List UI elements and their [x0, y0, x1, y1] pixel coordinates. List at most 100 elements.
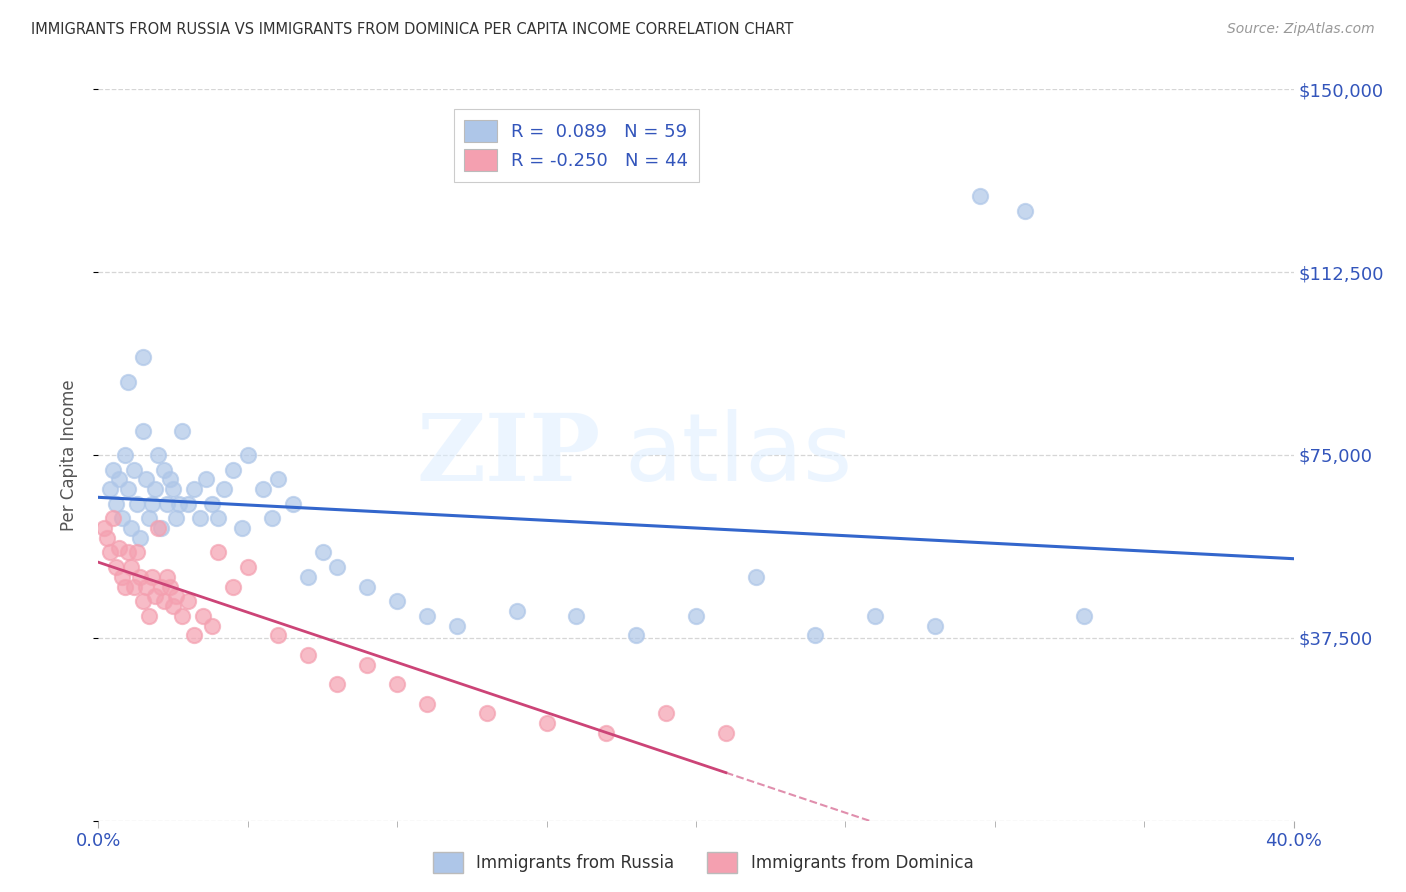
Point [162, 482, 184, 496]
Point [924, 618, 946, 632]
Point [141, 570, 163, 584]
Point [356, 657, 378, 672]
Point [191, 608, 214, 623]
Point [685, 608, 707, 623]
Point [141, 497, 163, 511]
Y-axis label: Per Capita Income: Per Capita Income [59, 379, 77, 531]
Point [162, 599, 184, 613]
Point [252, 482, 274, 496]
Point [311, 545, 333, 559]
Point [105, 497, 128, 511]
Point [135, 580, 157, 594]
Point [183, 482, 205, 496]
Point [172, 424, 194, 438]
Point [714, 726, 737, 740]
Point [201, 618, 224, 632]
Point [172, 608, 194, 623]
Point [103, 511, 125, 525]
Point [1014, 204, 1036, 219]
Point [385, 677, 409, 691]
Point [475, 706, 498, 721]
Point [165, 511, 187, 525]
Point [156, 570, 179, 584]
Point [93, 521, 115, 535]
Point [536, 716, 558, 731]
Point [281, 497, 304, 511]
Legend: R =  0.089   N = 59, R = -0.250   N = 44: R = 0.089 N = 59, R = -0.250 N = 44 [454, 109, 699, 182]
Point [148, 448, 170, 462]
Point [153, 462, 176, 476]
Point [626, 628, 648, 642]
Point [143, 482, 166, 496]
Point [124, 462, 146, 476]
Point [865, 608, 887, 623]
Point [150, 580, 173, 594]
Point [98, 545, 122, 559]
Point [212, 482, 235, 496]
Point [127, 497, 149, 511]
Point [120, 560, 142, 574]
Point [201, 497, 224, 511]
Point [260, 511, 283, 525]
Point [117, 375, 139, 389]
Point [655, 706, 678, 721]
Point [416, 697, 439, 711]
Point [222, 580, 245, 594]
Point [506, 604, 529, 618]
Point [96, 531, 118, 545]
Point [416, 608, 439, 623]
Point [120, 521, 142, 535]
Point [183, 628, 205, 642]
Point [207, 545, 229, 559]
Point [1073, 608, 1095, 623]
Point [143, 590, 166, 604]
Point [159, 580, 181, 594]
Point [129, 570, 152, 584]
Point [138, 608, 160, 623]
Text: IMMIGRANTS FROM RUSSIA VS IMMIGRANTS FROM DOMINICA PER CAPITA INCOME CORRELATION: IMMIGRANTS FROM RUSSIA VS IMMIGRANTS FRO… [31, 22, 793, 37]
Point [135, 472, 157, 486]
Point [326, 560, 349, 574]
Point [165, 590, 187, 604]
Point [969, 189, 991, 203]
Point [267, 472, 290, 486]
Point [129, 531, 152, 545]
Point [103, 462, 125, 476]
Point [565, 608, 588, 623]
Point [177, 497, 200, 511]
Point [297, 570, 319, 584]
Point [132, 594, 155, 608]
Point [385, 594, 409, 608]
Text: atlas: atlas [624, 409, 852, 501]
Point [132, 424, 155, 438]
Point [267, 628, 290, 642]
Point [124, 580, 146, 594]
Point [148, 521, 170, 535]
Point [117, 545, 139, 559]
Point [745, 570, 768, 584]
Point [114, 448, 136, 462]
Point [98, 482, 122, 496]
Text: ZIP: ZIP [416, 410, 600, 500]
Point [138, 511, 160, 525]
Point [156, 497, 179, 511]
Point [108, 472, 131, 486]
Point [159, 472, 181, 486]
Point [236, 560, 259, 574]
Point [114, 580, 136, 594]
Point [231, 521, 253, 535]
Point [108, 541, 131, 555]
Legend: Immigrants from Russia, Immigrants from Dominica: Immigrants from Russia, Immigrants from … [426, 846, 980, 880]
Point [117, 482, 139, 496]
Point [195, 472, 218, 486]
Point [111, 511, 134, 525]
Point [127, 545, 149, 559]
Point [153, 594, 176, 608]
Point [207, 511, 229, 525]
Point [326, 677, 349, 691]
Point [446, 618, 468, 632]
Point [804, 628, 827, 642]
Point [188, 511, 211, 525]
Text: Source: ZipAtlas.com: Source: ZipAtlas.com [1227, 22, 1375, 37]
Point [177, 594, 200, 608]
